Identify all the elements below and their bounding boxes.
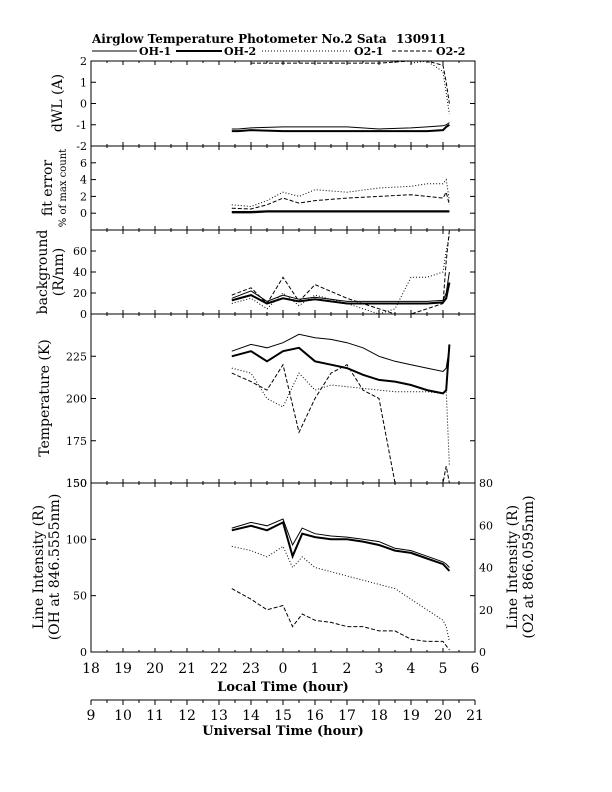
universal-time-tick-label: 11 <box>146 708 164 724</box>
y-tick-label-bg: 60 <box>73 245 87 258</box>
ticks-layer: -2-1012024602040601501752002250501001500… <box>66 55 493 724</box>
series-oh-2-dwl <box>231 123 450 133</box>
y-tick-label-temp: 150 <box>66 477 87 490</box>
y-tick-label-dwl: 0 <box>80 98 87 111</box>
y-tick-label-fit: 4 <box>80 174 87 187</box>
series-o2-2-intensity <box>231 588 450 651</box>
series-o2-2-dwl <box>251 60 450 104</box>
y-tick-label-temp: 175 <box>66 435 87 448</box>
y2label-intensity-unit: (O2 at 866.0595nm) <box>521 495 537 638</box>
y2-tick-label-intensity: 60 <box>479 519 493 532</box>
y-tick-label-fit: 0 <box>80 207 87 220</box>
ylabel-intensity: Line Intensity (R) <box>31 505 47 629</box>
panel-fit-frame <box>90 145 476 231</box>
panel-temperature-frame <box>90 313 476 484</box>
legend-label-oh-2: OH-2 <box>224 45 256 58</box>
xlabel-local-time: Local Time (hour) <box>217 680 349 695</box>
series-o2-1-dwl <box>410 60 450 115</box>
y-tick-label-bg: 20 <box>73 287 87 300</box>
legend-label-o2-1: O2-1 <box>354 45 383 58</box>
legend-label-o2-2: O2-2 <box>436 45 465 58</box>
y-tick-label-fit: 2 <box>80 190 87 203</box>
y-tick-label-fit: 6 <box>80 157 87 170</box>
local-time-tick-label: 19 <box>114 661 132 677</box>
universal-time-tick-label: 9 <box>87 708 96 724</box>
series-o2-1-bg <box>231 235 450 315</box>
ylabel-background-unit: (R/nm) <box>51 248 67 296</box>
local-time-tick-label: 2 <box>343 661 352 677</box>
y-tick-label-intensity: 100 <box>66 533 87 546</box>
local-time-tick-label: 5 <box>439 661 448 677</box>
series-oh-2-fit <box>231 210 450 214</box>
series-oh-1-dwl <box>231 122 450 130</box>
y2-tick-label-intensity: 80 <box>479 477 493 490</box>
local-time-tick-label: 18 <box>82 661 100 677</box>
local-time-tick-label: 20 <box>146 661 164 677</box>
universal-time-tick-label: 13 <box>210 708 228 724</box>
series-o2-2-fit <box>231 190 450 210</box>
universal-time-tick-label: 14 <box>242 708 260 724</box>
series-oh-1-intensity <box>231 518 450 568</box>
y-tick-label-intensity: 0 <box>80 646 87 659</box>
local-time-tick-label: 22 <box>210 661 228 677</box>
local-time-tick-label: 3 <box>375 661 384 677</box>
legend-label-oh-1: OH-1 <box>139 45 171 58</box>
local-time-tick-label: 6 <box>471 661 480 677</box>
figure-date: 130911 <box>396 32 446 46</box>
universal-time-tick-label: 20 <box>434 708 452 724</box>
y-tick-label-dwl: 1 <box>80 76 87 89</box>
y2-tick-label-intensity: 20 <box>479 604 493 617</box>
y-tick-label-dwl: 2 <box>80 55 87 68</box>
y-tick-label-bg: 0 <box>80 308 87 321</box>
series-o2-2-bg <box>231 229 450 315</box>
series-o2-1-intensity <box>231 545 450 642</box>
universal-time-tick-label: 17 <box>338 708 356 724</box>
local-time-tick-label: 21 <box>178 661 196 677</box>
series-o2-1-fit <box>231 178 450 208</box>
y2-tick-label-intensity: 40 <box>479 562 493 575</box>
series-oh-1-temp <box>231 333 450 373</box>
y2-tick-label-intensity: 0 <box>479 646 486 659</box>
ylabel-intensity-unit: (OH at 846.5555nm) <box>47 494 63 641</box>
local-time-tick-label: 23 <box>242 661 260 677</box>
series-o2-1-temp <box>231 367 450 467</box>
ylabel-temperature: Temperature (K) <box>37 339 53 457</box>
universal-time-tick-label: 15 <box>274 708 292 724</box>
y-tick-label-intensity: 150 <box>66 477 87 490</box>
ylabel-fit-unit: % of max count <box>58 149 69 227</box>
y2label-intensity: Line Intensity (R) <box>505 505 521 629</box>
universal-time-tick-label: 10 <box>114 708 132 724</box>
series-layer <box>231 60 451 651</box>
local-time-tick-label: 1 <box>311 661 320 677</box>
series-oh-2-temp <box>231 344 451 395</box>
legend: OH-1 OH-2 O2-1 O2-2 <box>92 45 465 58</box>
ylabel-fit: fit error <box>40 160 56 217</box>
xlabel-universal-time: Universal Time (hour) <box>202 724 364 739</box>
figure-title: Airglow Temperature Photometer No.2 Sata <box>91 32 387 46</box>
y-tick-label-bg: 40 <box>73 266 87 279</box>
y-tick-label-dwl: -1 <box>76 119 87 132</box>
y-tick-label-temp: 200 <box>66 393 87 406</box>
universal-time-tick-label: 12 <box>178 708 196 724</box>
y-tick-label-intensity: 50 <box>73 590 87 603</box>
universal-time-tick-label: 18 <box>370 708 388 724</box>
ylabel-dwl: dWL (A) <box>50 74 66 132</box>
panel-dwl-frame <box>90 60 476 147</box>
y-tick-label-dwl: -2 <box>76 140 87 153</box>
universal-time-tick-label: 21 <box>466 708 484 724</box>
local-time-tick-label: 0 <box>279 661 288 677</box>
series-oh-2-intensity <box>231 520 451 572</box>
universal-time-tick-label: 16 <box>306 708 324 724</box>
panel-intensity-frame <box>90 482 476 653</box>
ylabel-background: background <box>35 230 51 315</box>
series-o2-2-temp <box>231 363 450 484</box>
local-time-tick-label: 4 <box>407 661 416 677</box>
series-oh-1-bg <box>231 271 450 302</box>
universal-time-tick-label: 19 <box>402 708 420 724</box>
y-tick-label-temp: 225 <box>66 350 87 363</box>
